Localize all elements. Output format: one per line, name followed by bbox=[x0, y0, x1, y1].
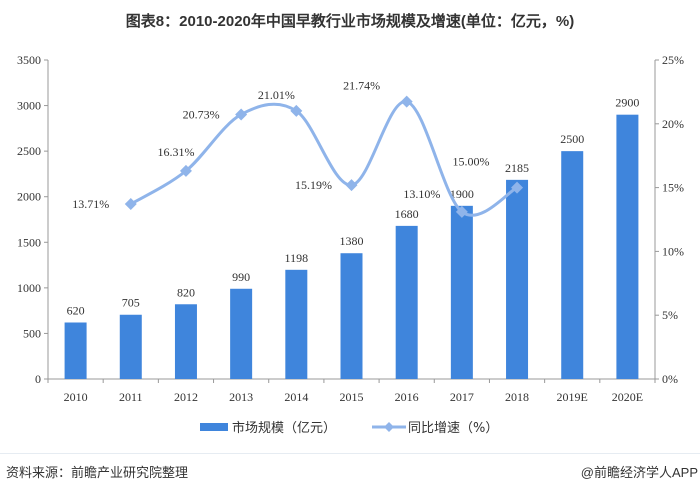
right-tick-label: 20% bbox=[662, 117, 684, 131]
bar bbox=[450, 205, 473, 379]
bar-label: 2900 bbox=[615, 96, 639, 110]
left-tick-label: 1500 bbox=[17, 235, 41, 249]
x-tick-label: 2020E bbox=[612, 390, 643, 404]
bar-label: 705 bbox=[122, 296, 140, 310]
growth-label: 15.00% bbox=[453, 155, 490, 169]
bar bbox=[64, 322, 87, 379]
growth-label: 21.74% bbox=[343, 79, 380, 93]
bar-label: 1680 bbox=[395, 207, 419, 221]
bar bbox=[119, 314, 142, 379]
credit: @前瞻经济学人APP bbox=[580, 465, 698, 480]
bar-label: 1380 bbox=[340, 234, 364, 248]
bar-label: 2500 bbox=[560, 132, 584, 146]
growth-marker bbox=[400, 95, 413, 108]
right-tick-label: 25% bbox=[662, 53, 684, 67]
growth-marker bbox=[455, 205, 468, 218]
legend-bar-swatch bbox=[200, 423, 228, 431]
right-tick-label: 15% bbox=[662, 181, 684, 195]
x-tick-label: 2014 bbox=[284, 390, 308, 404]
bar bbox=[395, 225, 418, 379]
bar-label: 990 bbox=[232, 270, 250, 284]
x-tick-label: 2019E bbox=[557, 390, 588, 404]
left-tick-label: 3500 bbox=[17, 53, 41, 67]
growth-label: 15.19% bbox=[295, 178, 332, 192]
legend-line-label: 同比增速（%） bbox=[408, 421, 498, 436]
growth-label: 13.71% bbox=[72, 197, 109, 211]
growth-marker bbox=[124, 198, 137, 211]
x-tick-label: 2015 bbox=[340, 390, 364, 404]
left-tick-label: 0 bbox=[35, 372, 41, 386]
x-tick-label: 2018 bbox=[505, 390, 529, 404]
bar-label: 620 bbox=[67, 303, 85, 317]
x-tick-label: 2017 bbox=[450, 390, 474, 404]
growth-label: 21.01% bbox=[258, 88, 295, 102]
bar-label: 1198 bbox=[285, 251, 309, 265]
legend-bar-label: 市场规模（亿元） bbox=[232, 420, 336, 436]
x-tick-label: 2016 bbox=[395, 390, 419, 404]
growth-label: 16.31% bbox=[157, 145, 194, 159]
left-tick-label: 2000 bbox=[17, 190, 41, 204]
chart-title: 图表8：2010-2020年中国早教行业市场规模及增速(单位：亿元，%) bbox=[125, 13, 575, 30]
left-tick-label: 1000 bbox=[17, 281, 41, 295]
growth-marker bbox=[179, 164, 192, 177]
bar-label: 2185 bbox=[505, 161, 529, 175]
x-tick-label: 2012 bbox=[174, 390, 198, 404]
growth-marker bbox=[290, 104, 303, 117]
bar bbox=[561, 151, 584, 379]
source-note: 资料来源：前瞻产业研究院整理 bbox=[6, 465, 189, 480]
right-tick-label: 0% bbox=[662, 372, 678, 386]
bar-label: 820 bbox=[177, 285, 195, 299]
bar bbox=[506, 179, 529, 379]
bar-label: 1900 bbox=[450, 187, 474, 201]
bar bbox=[285, 269, 308, 379]
x-tick-label: 2010 bbox=[64, 390, 88, 404]
left-tick-label: 3000 bbox=[17, 99, 41, 113]
legend-line-marker bbox=[384, 422, 394, 432]
growth-label: 13.10% bbox=[403, 187, 440, 201]
right-tick-label: 5% bbox=[662, 308, 678, 322]
bar bbox=[340, 253, 363, 379]
growth-marker bbox=[235, 108, 248, 121]
growth-marker bbox=[345, 179, 358, 192]
left-tick-label: 500 bbox=[23, 326, 41, 340]
growth-line bbox=[130, 100, 518, 217]
bar bbox=[230, 288, 253, 379]
x-tick-label: 2013 bbox=[229, 390, 253, 404]
right-tick-label: 10% bbox=[662, 244, 684, 258]
bar bbox=[616, 114, 639, 379]
divider bbox=[0, 453, 700, 454]
left-tick-label: 2500 bbox=[17, 144, 41, 158]
bar bbox=[174, 304, 197, 379]
growth-marker bbox=[511, 181, 524, 194]
growth-label: 20.73% bbox=[183, 107, 220, 121]
x-tick-label: 2011 bbox=[119, 390, 143, 404]
